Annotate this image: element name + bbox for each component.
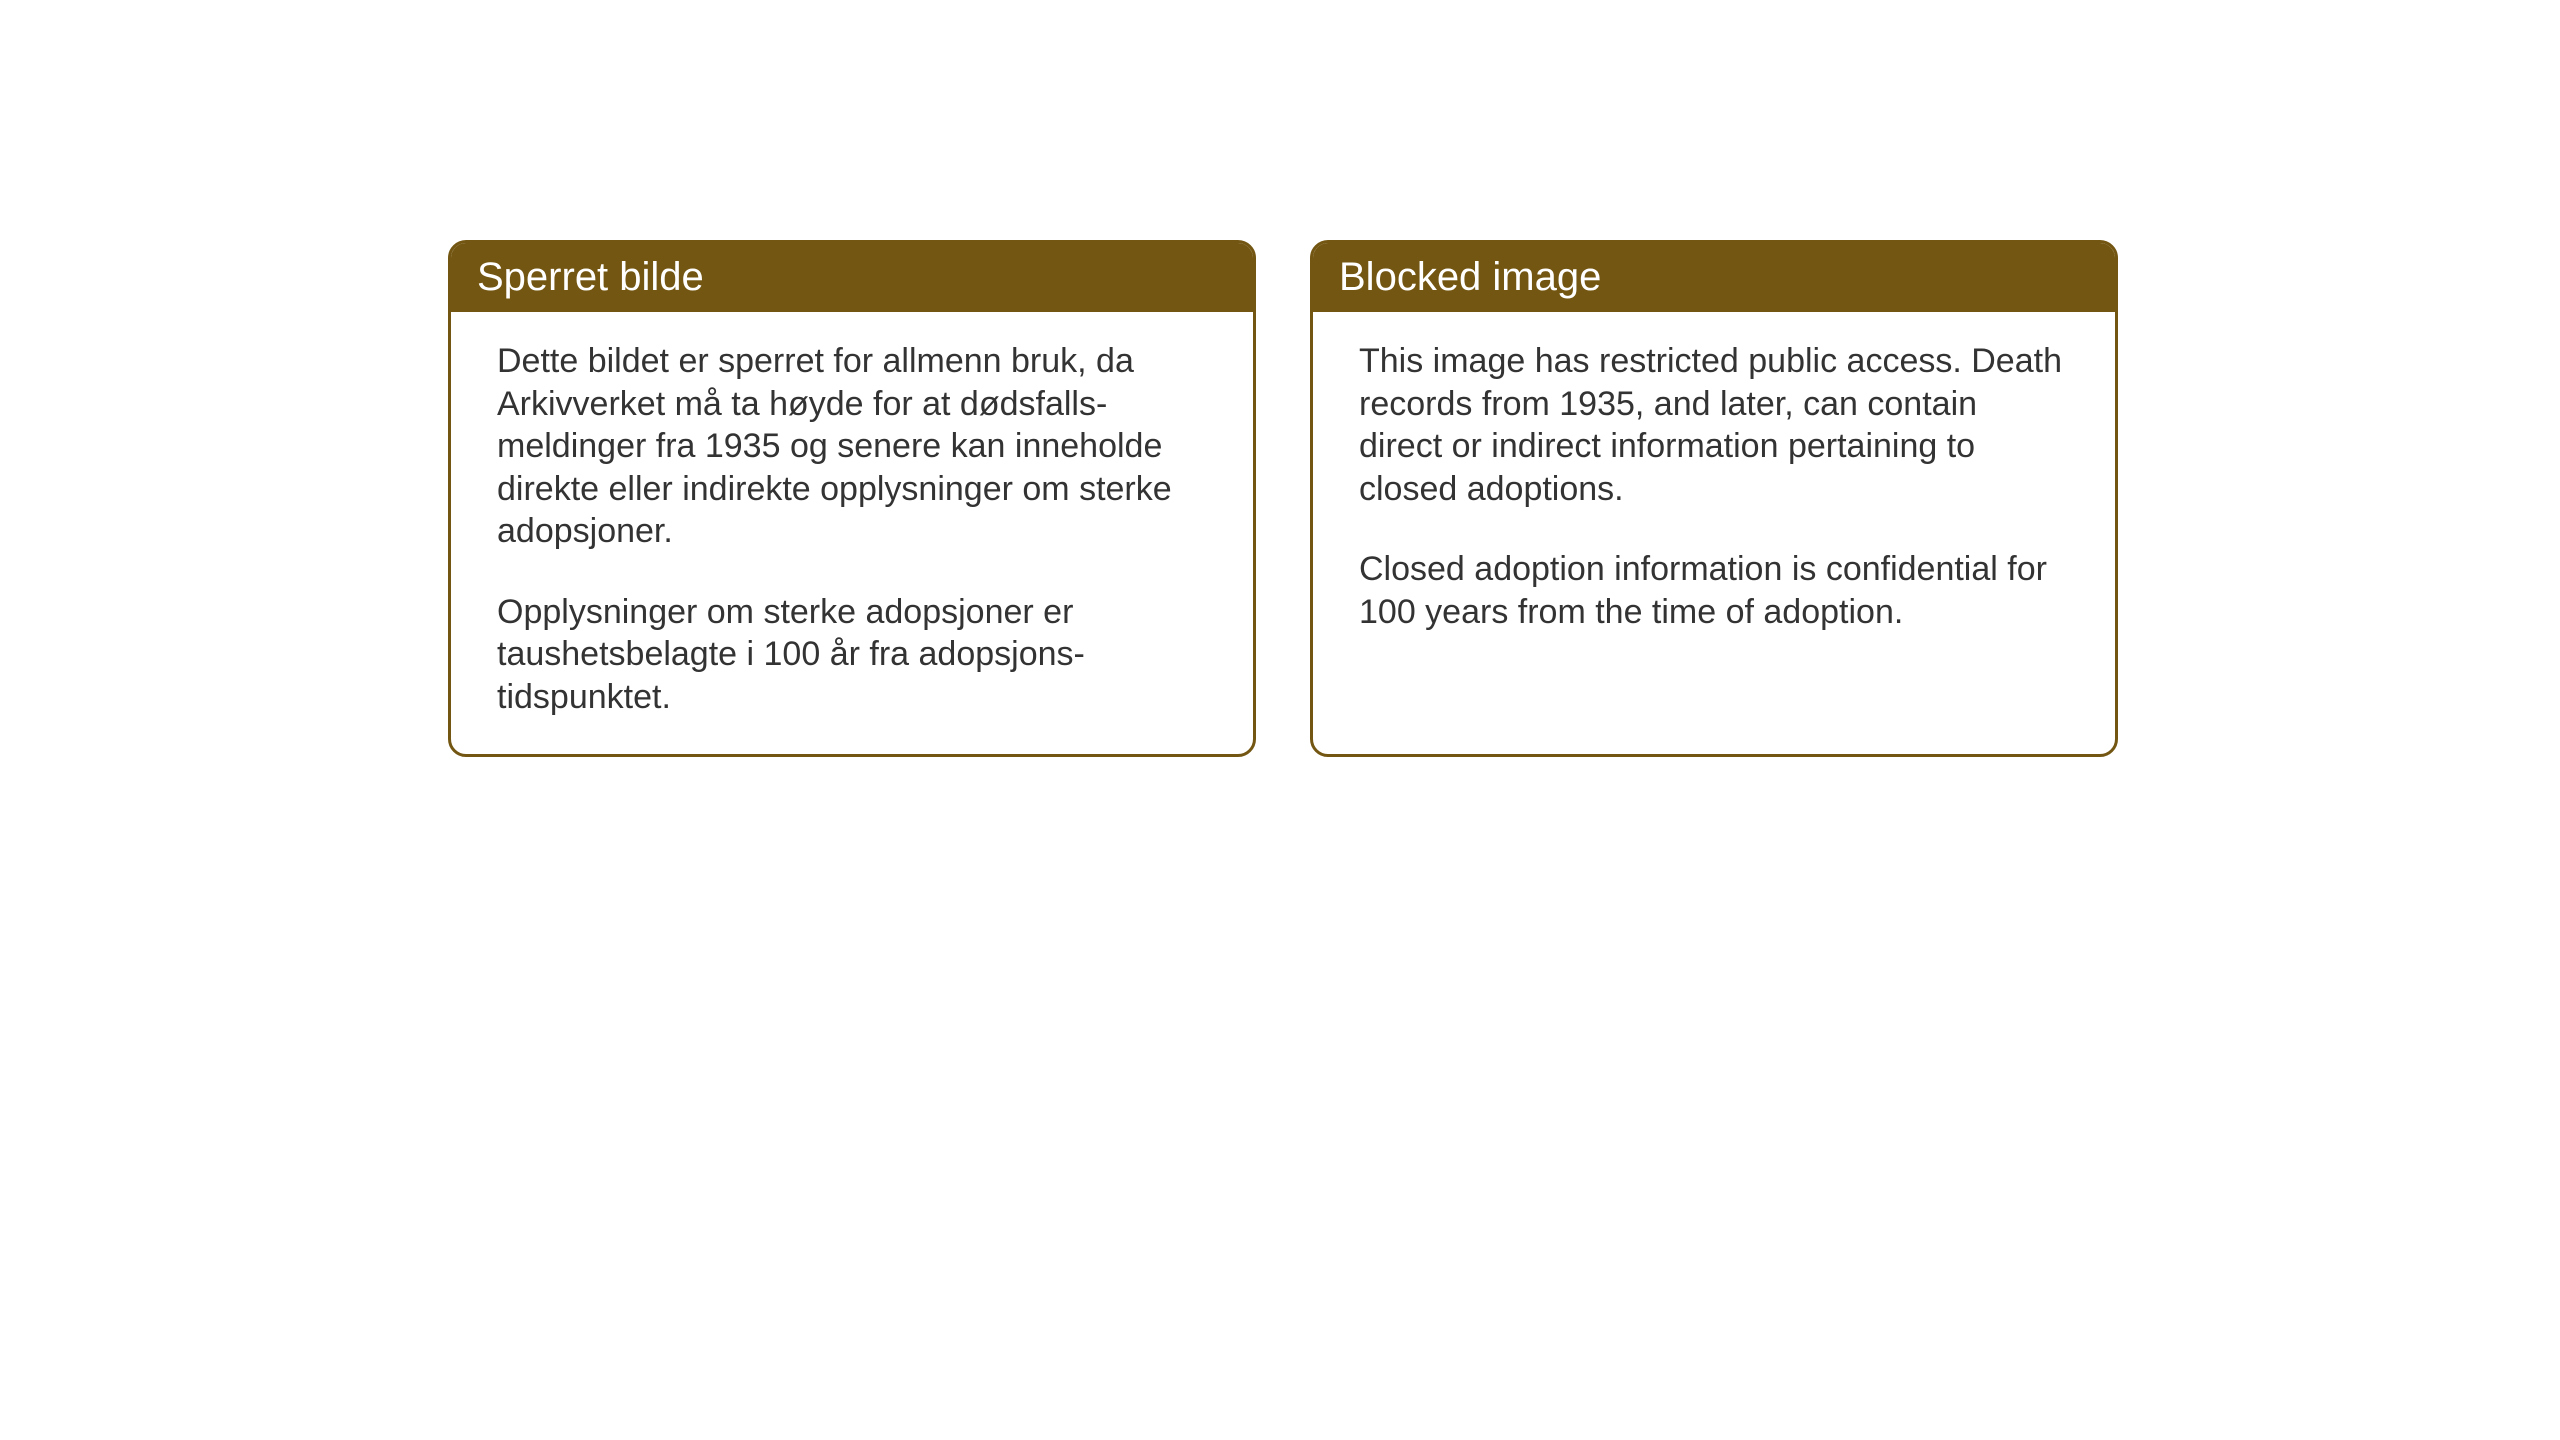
card-paragraph-1: This image has restricted public access.… [1359, 340, 2069, 510]
card-body-norwegian: Dette bildet er sperret for allmenn bruk… [451, 312, 1253, 754]
card-paragraph-2: Opplysninger om sterke adopsjoner er tau… [497, 591, 1207, 719]
cards-container: Sperret bilde Dette bildet er sperret fo… [448, 240, 2118, 757]
card-header-norwegian: Sperret bilde [451, 243, 1253, 312]
card-norwegian: Sperret bilde Dette bildet er sperret fo… [448, 240, 1256, 757]
card-header-english: Blocked image [1313, 243, 2115, 312]
card-paragraph-1: Dette bildet er sperret for allmenn bruk… [497, 340, 1207, 553]
card-body-english: This image has restricted public access.… [1313, 312, 2115, 732]
card-paragraph-2: Closed adoption information is confident… [1359, 548, 2069, 633]
card-english: Blocked image This image has restricted … [1310, 240, 2118, 757]
